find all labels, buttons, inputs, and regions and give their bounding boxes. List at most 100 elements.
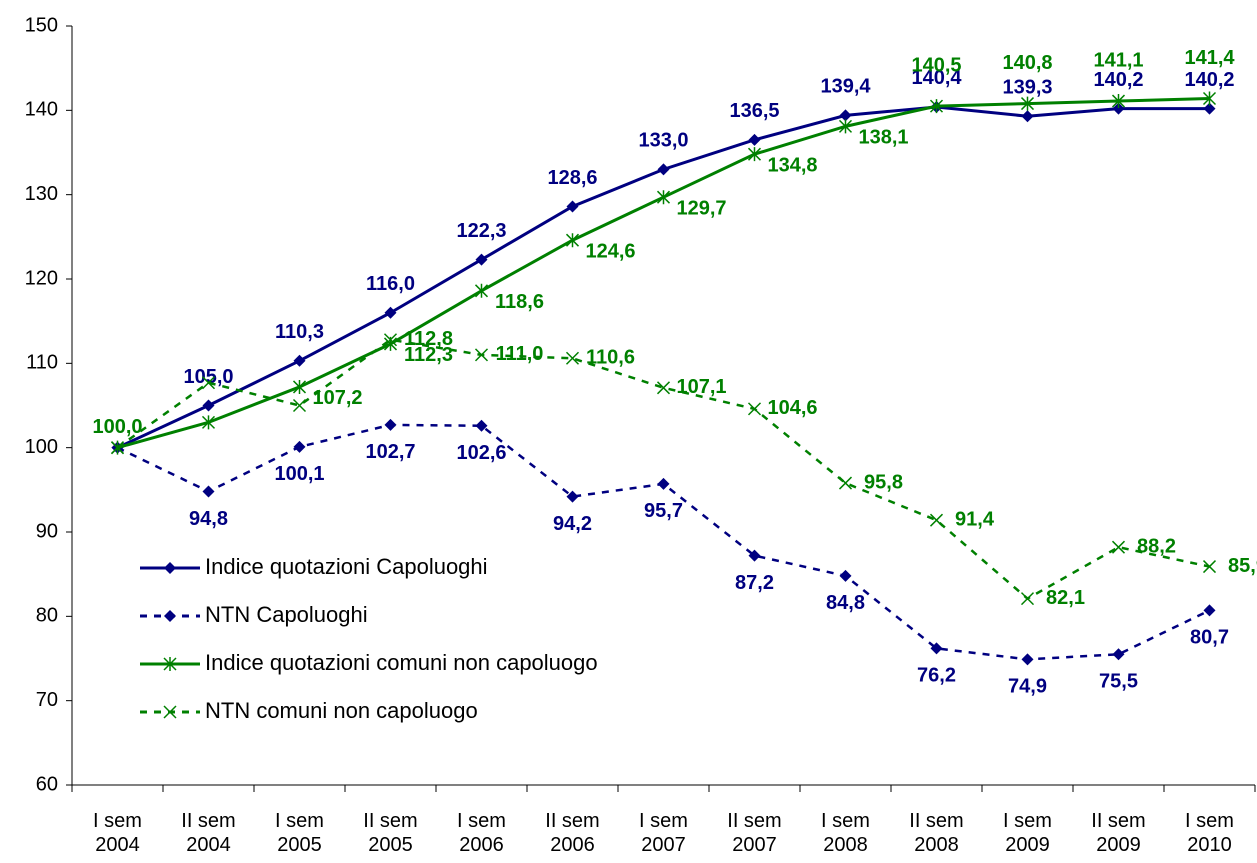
data-label: 138,1 [858,127,908,149]
marker [1020,592,1035,606]
x-tick-label: II sem 2005 [363,810,418,856]
data-label: 140,4 [911,67,962,89]
y-tick-label: 130 [25,183,58,205]
data-label: 105,0 [183,366,233,388]
marker [293,440,306,453]
data-label: 82,1 [1046,587,1085,609]
y-tick-label: 120 [25,267,58,289]
data-label: 134,8 [767,154,817,176]
x-tick-label: I sem 2006 [457,810,506,856]
marker [164,610,176,622]
data-label: 85,9 [1228,555,1257,577]
data-label: 118,6 [495,291,544,313]
marker [656,381,671,395]
x-tick-label: I sem 2010 [1185,810,1234,856]
marker [474,348,489,362]
data-label: 140,2 [1093,69,1143,91]
data-label: 116,0 [366,273,415,295]
y-tick-label: 80 [36,605,58,627]
x-tick-label: II sem 2008 [909,810,964,856]
marker [1202,91,1217,106]
data-label: 110,3 [275,321,324,343]
data-label: 76,2 [917,665,956,687]
data-label: 104,6 [767,397,817,419]
marker [292,379,307,394]
data-label: 94,2 [553,513,592,535]
marker [201,415,216,430]
data-label: 110,6 [586,347,635,369]
legend-label: NTN Capoluoghi [205,602,368,627]
legend-label: Indice quotazioni comuni non capoluogo [205,650,598,675]
data-label: 140,8 [1002,52,1052,74]
series-line [116,105,1210,450]
y-tick-label: 60 [36,773,58,795]
x-tick-label: II sem 2007 [727,810,782,856]
marker [1020,96,1035,111]
y-tick-label: 70 [36,689,58,711]
marker [657,477,670,490]
marker [748,133,761,146]
marker [929,513,944,527]
data-label: 136,5 [729,100,779,122]
data-label: 112,3 [404,344,453,366]
marker [1202,560,1217,574]
marker [747,147,762,162]
x-tick-label: I sem 2009 [1003,810,1052,856]
marker [839,109,852,122]
marker [292,398,307,413]
marker [1112,102,1125,115]
data-label: 107,1 [676,376,726,398]
marker [384,306,397,319]
marker [748,549,761,562]
marker [1111,94,1126,109]
data-label: 139,3 [1002,77,1052,99]
marker [838,119,853,134]
marker [565,351,580,365]
marker [475,253,488,266]
x-tick-label: I sem 2004 [93,810,142,856]
marker [201,376,216,390]
marker [1112,648,1125,661]
marker [110,441,125,455]
marker [566,490,579,503]
marker [202,485,215,498]
data-label: 111,0 [496,343,544,365]
y-tick-label: 150 [25,14,58,36]
data-label: 75,5 [1099,671,1138,693]
data-label: 100,0 [92,416,142,438]
data-label: 140,5 [911,54,961,76]
marker [163,705,177,719]
marker [839,569,852,582]
data-label: 133,0 [638,130,688,152]
marker [565,233,580,248]
data-label: 122,3 [456,220,506,242]
marker [383,333,398,347]
data-label: 129,7 [676,197,726,219]
data-label: 124,6 [585,240,635,262]
data-label: 128,6 [547,167,597,189]
marker [1021,653,1034,666]
marker [929,99,944,114]
marker [656,190,671,205]
marker [164,562,176,574]
y-tick-label: 110 [26,352,58,374]
marker [202,399,215,412]
data-label: 139,4 [820,76,871,98]
data-label: 84,8 [826,592,865,614]
marker [1203,102,1216,115]
marker [474,283,489,298]
data-label: 100,1 [274,463,324,485]
data-label: 80,7 [1190,627,1229,649]
marker [838,476,853,490]
marker [1203,604,1216,617]
x-tick-label: I sem 2005 [275,810,324,856]
data-label: 74,9 [1008,676,1047,698]
marker [566,200,579,213]
marker [930,642,943,655]
x-tick-label: I sem 2008 [821,810,870,856]
marker [747,402,762,416]
x-tick-label: II sem 2004 [181,810,236,856]
marker [1021,110,1034,123]
